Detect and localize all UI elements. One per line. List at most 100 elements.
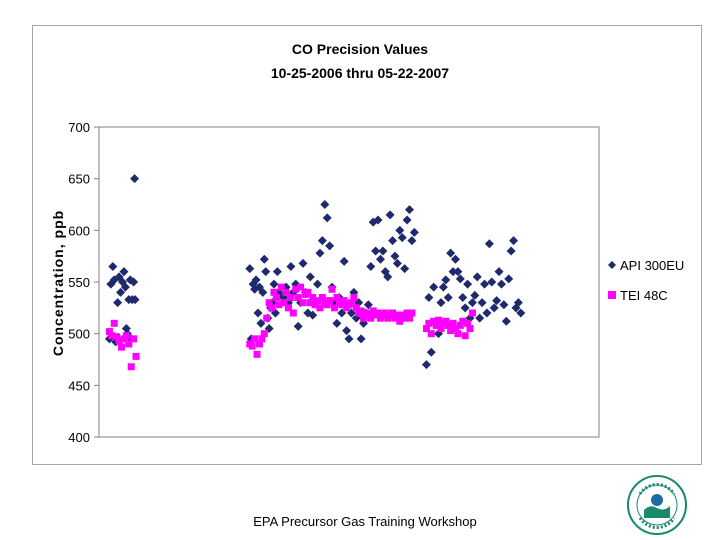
tei-point — [406, 314, 413, 322]
tei-point — [132, 352, 140, 360]
api-point — [325, 241, 335, 251]
tei-point — [292, 285, 300, 293]
tei-point — [277, 283, 285, 291]
y-tick-label: 500 — [68, 327, 90, 342]
api-point — [467, 298, 477, 308]
tei-point — [381, 309, 389, 317]
tei-point — [285, 304, 292, 312]
tei-point — [408, 309, 416, 317]
api-point — [489, 303, 499, 313]
api-point — [460, 303, 470, 313]
api-point — [363, 300, 373, 310]
tei-point — [369, 307, 377, 315]
tei-point — [248, 342, 256, 350]
api-point — [120, 282, 130, 292]
api-point — [426, 347, 436, 357]
tei-point — [253, 350, 261, 358]
tei-point — [255, 340, 263, 348]
api-point — [313, 279, 323, 289]
tei-point — [275, 301, 283, 309]
tei-point — [314, 297, 322, 305]
api-point — [366, 262, 376, 271]
api-point — [477, 298, 487, 308]
api-point — [116, 287, 126, 297]
tei-point — [258, 335, 266, 343]
api-point — [344, 334, 354, 344]
api-point — [480, 279, 490, 289]
tei-point — [125, 340, 133, 348]
api-point — [339, 256, 349, 266]
api-point — [400, 264, 410, 274]
tei-point — [449, 319, 457, 327]
tei-point — [115, 337, 123, 345]
legend: API 300EU TEI 48C — [608, 258, 684, 303]
tei-point — [442, 317, 450, 325]
api-point — [446, 248, 456, 258]
tei-point — [294, 294, 302, 301]
tei-point — [389, 309, 397, 317]
api-point — [356, 334, 366, 344]
api-point — [286, 262, 296, 271]
api-point — [463, 279, 473, 289]
api-point — [322, 213, 332, 223]
tei-point — [130, 335, 138, 343]
api-point — [395, 225, 405, 235]
chart-frame: CO Precision Values 10-25-2006 thru 05-2… — [32, 25, 702, 465]
tei-point — [108, 332, 116, 340]
co-precision-chart: CO Precision Values 10-25-2006 thru 05-2… — [50, 41, 684, 445]
api-point — [108, 262, 118, 271]
api-point — [293, 321, 303, 331]
tei-point — [340, 297, 348, 305]
tei-point — [350, 294, 358, 301]
api-point — [129, 277, 139, 287]
tei-point — [268, 304, 276, 312]
tei-point — [105, 328, 113, 336]
y-tick-label: 650 — [68, 172, 90, 187]
tei-point — [360, 314, 368, 322]
epa-seal-icon — [627, 475, 687, 535]
api-point — [499, 300, 509, 310]
tei-point — [118, 343, 126, 351]
tei-point — [251, 335, 259, 343]
tei-point — [468, 309, 476, 317]
api-point — [130, 295, 140, 305]
tei-point — [403, 309, 411, 317]
api-point — [371, 246, 381, 256]
tei-point — [311, 301, 319, 309]
api-point — [315, 248, 325, 258]
tei-point — [326, 297, 334, 305]
chart-title: CO Precision Values — [292, 41, 428, 57]
api-point — [308, 310, 318, 320]
api-point — [506, 246, 516, 256]
legend-marker-tei-48c — [608, 291, 616, 299]
tei-point — [466, 325, 474, 332]
tei-point — [422, 325, 430, 332]
tei-point — [352, 304, 360, 312]
api-point — [373, 215, 383, 225]
y-tick-label: 700 — [68, 120, 90, 135]
tei-point — [444, 321, 452, 329]
api-point — [429, 282, 439, 292]
api-point — [455, 274, 465, 284]
tei-point — [435, 316, 443, 324]
tei-point — [328, 285, 336, 293]
api-point — [305, 272, 315, 282]
api-point — [106, 279, 116, 289]
tei-point — [459, 317, 467, 325]
chart-subtitle: 10-25-2006 thru 05-22-2007 — [271, 65, 449, 81]
tei-point — [430, 317, 438, 325]
tei-point — [122, 332, 130, 340]
tei-point — [287, 294, 295, 301]
api-point — [407, 236, 417, 246]
tei-point — [357, 307, 365, 315]
api-point — [397, 233, 407, 243]
tei-point — [333, 294, 341, 301]
api-point — [254, 282, 264, 292]
api-point — [259, 254, 269, 264]
series-tei-48c — [105, 283, 476, 371]
tei-point — [427, 330, 435, 338]
api-point — [448, 267, 458, 277]
api-point — [375, 254, 385, 264]
api-point — [487, 277, 497, 287]
series-api-300eu — [104, 174, 526, 370]
